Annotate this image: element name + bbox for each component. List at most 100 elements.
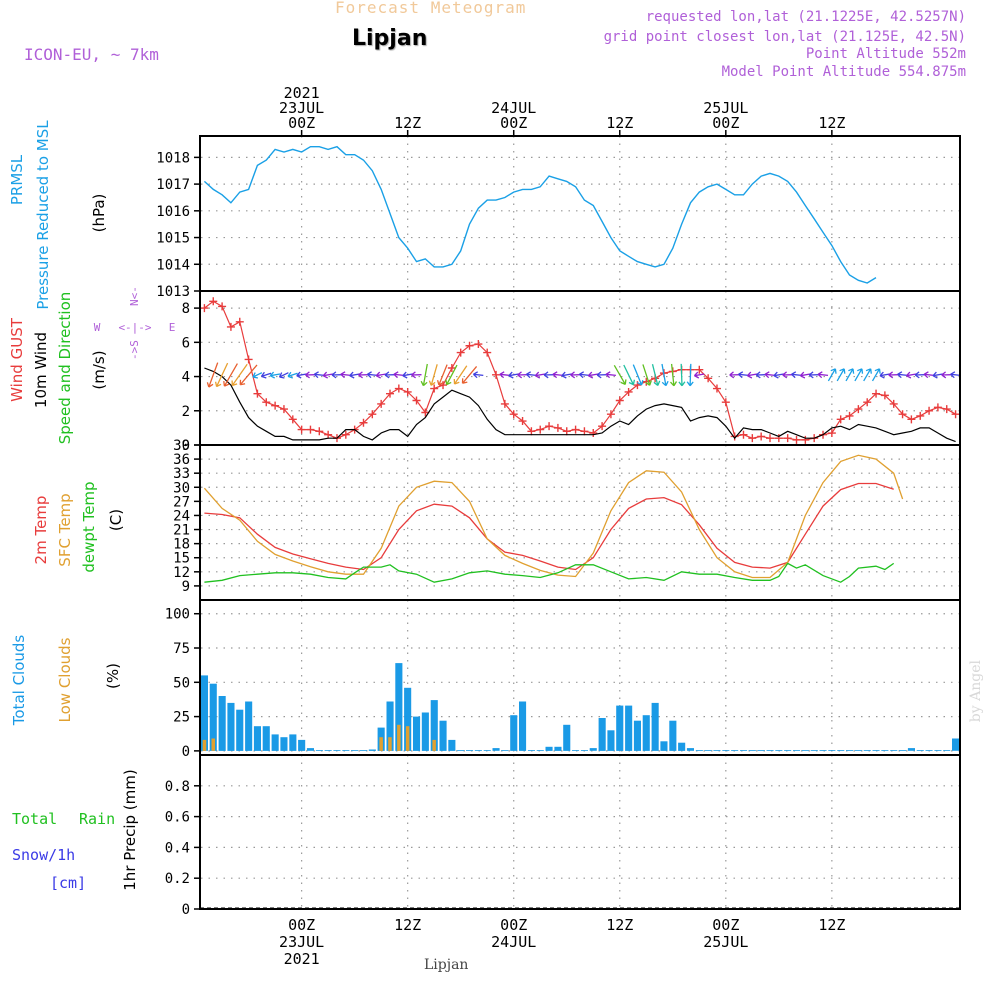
total-clouds-bar xyxy=(466,750,474,751)
y-tick-label: 9 xyxy=(182,579,190,595)
gust-marker xyxy=(271,401,280,410)
wind-direction-arrow xyxy=(517,371,528,379)
wind-direction-arrow xyxy=(269,371,281,379)
total-clouds-bar xyxy=(686,748,694,751)
wind-direction-arrow xyxy=(782,371,793,379)
gust-marker xyxy=(368,410,377,419)
total-clouds-bar xyxy=(421,712,429,751)
panel-frame-pressure xyxy=(199,135,961,292)
wind-compass: W E <-|-> N<- ->S xyxy=(94,286,176,360)
wind-speed-direction-label: Speed and Direction xyxy=(56,292,74,445)
gust-marker xyxy=(589,429,598,438)
x-label-bottom: 12Z xyxy=(606,916,633,934)
gust-marker xyxy=(200,304,209,313)
total-clouds-bar xyxy=(457,750,465,751)
wind-direction-arrow xyxy=(642,364,652,386)
footer-station-name: Lipjan xyxy=(424,957,469,973)
model-label: ICON-EU, ~ 7km xyxy=(24,45,159,64)
gust-marker xyxy=(916,411,925,420)
total-clouds-bar xyxy=(899,750,907,751)
wind-direction-arrow xyxy=(871,368,881,382)
wind-direction-arrow xyxy=(340,371,351,379)
total-clouds-bar xyxy=(563,724,571,751)
total-clouds-bar xyxy=(395,663,403,751)
y-tick-label: 0 xyxy=(182,744,190,760)
gust-marker xyxy=(845,411,854,420)
low-clouds-bar xyxy=(202,739,207,751)
x-label-top: 23JUL xyxy=(279,99,324,117)
gust-marker xyxy=(262,398,271,407)
compass-north: N<- xyxy=(128,286,141,306)
gust-marker xyxy=(766,434,774,443)
gust-marker xyxy=(792,435,801,444)
total-clouds-bar xyxy=(793,750,801,751)
total-clouds-bar xyxy=(748,750,756,751)
wind-direction-arrow xyxy=(729,371,740,379)
y-tick-label: 1014 xyxy=(156,257,190,273)
total-clouds-bar xyxy=(474,750,482,751)
gust-marker xyxy=(244,355,253,364)
wind-direction-arrow xyxy=(897,371,908,379)
pressure-label-long: Pressure Reduced to MSL xyxy=(34,120,52,310)
wind-direction-arrow xyxy=(651,364,661,387)
gust-marker xyxy=(518,417,527,426)
gust-marker xyxy=(580,427,589,436)
total-clouds-bar xyxy=(846,750,854,751)
gust-marker xyxy=(942,405,951,414)
total-clouds-bar xyxy=(253,726,261,751)
low-clouds-bar xyxy=(405,726,410,751)
gust-marker xyxy=(209,297,218,306)
sfc-temp-label: SFC Temp xyxy=(56,493,74,566)
sfc-line xyxy=(203,454,904,579)
gust-marker xyxy=(545,422,554,431)
y-tick-label: 75 xyxy=(173,641,190,657)
gust-marker xyxy=(704,374,713,383)
total-clouds-bar xyxy=(642,715,650,751)
wind-direction-arrow xyxy=(525,371,537,379)
model-altitude: Model Point Altitude 554.875m xyxy=(721,64,966,80)
y-tick-label: 33 xyxy=(173,466,190,482)
wind-direction-arrow xyxy=(632,364,644,386)
total-clouds-bar xyxy=(245,701,253,751)
gust-marker xyxy=(615,396,624,405)
total-clouds-bar xyxy=(854,750,862,751)
total-clouds-bar xyxy=(704,750,712,751)
x-label-top: 00Z xyxy=(288,114,315,132)
wind-direction-arrow xyxy=(366,371,378,379)
precip-total-label: Total xyxy=(12,810,57,828)
dewpt-label: dewpt Temp xyxy=(80,481,98,572)
wind-direction-arrow xyxy=(906,371,917,379)
gust-marker xyxy=(951,410,960,419)
total-clouds-bar xyxy=(907,748,915,751)
total-clouds-bar xyxy=(262,726,270,751)
x-label-top: 24JUL xyxy=(491,99,536,117)
gust-marker xyxy=(721,398,730,407)
wind-direction-arrow xyxy=(252,372,263,379)
compass-east: E xyxy=(169,321,176,334)
t2m-label: 2m Temp xyxy=(32,496,50,565)
wind-direction-arrow xyxy=(923,371,935,379)
total-clouds-bar xyxy=(731,750,739,751)
gust-marker xyxy=(748,434,757,443)
wind-direction-arrow xyxy=(402,371,413,379)
precip-rain-label: Rain xyxy=(79,810,115,828)
total-clouds-bar xyxy=(236,709,244,751)
wind-direction-arrow xyxy=(764,371,776,379)
total-clouds-bar xyxy=(607,730,615,751)
y-tick-label: 25 xyxy=(173,710,190,726)
total-clouds-bar xyxy=(713,750,721,751)
wind-direction-arrow xyxy=(746,371,758,379)
gust-marker xyxy=(394,384,403,393)
gust-marker xyxy=(447,364,456,372)
low-clouds-bar xyxy=(388,737,392,751)
wind-direction-arrow xyxy=(349,371,360,379)
total-clouds-label: Total Clouds xyxy=(10,635,28,727)
y-tick-label: 15 xyxy=(173,551,190,567)
gust-marker xyxy=(739,430,748,439)
total-clouds-bar xyxy=(271,734,279,751)
total-clouds-bar xyxy=(430,700,438,751)
gust-marker xyxy=(324,430,333,439)
total-clouds-bar xyxy=(536,750,544,751)
total-clouds-bar xyxy=(925,750,933,751)
y-tick-label: 1013 xyxy=(156,284,190,300)
